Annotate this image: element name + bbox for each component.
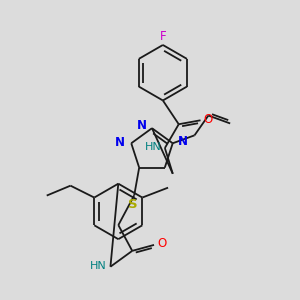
Text: HN: HN xyxy=(145,142,161,152)
Text: N: N xyxy=(178,135,188,148)
Text: S: S xyxy=(128,198,138,211)
Text: O: O xyxy=(157,237,167,250)
Text: O: O xyxy=(204,113,213,126)
Text: HN: HN xyxy=(90,261,107,271)
Text: N: N xyxy=(137,119,147,132)
Text: N: N xyxy=(116,136,125,149)
Text: F: F xyxy=(160,30,166,43)
